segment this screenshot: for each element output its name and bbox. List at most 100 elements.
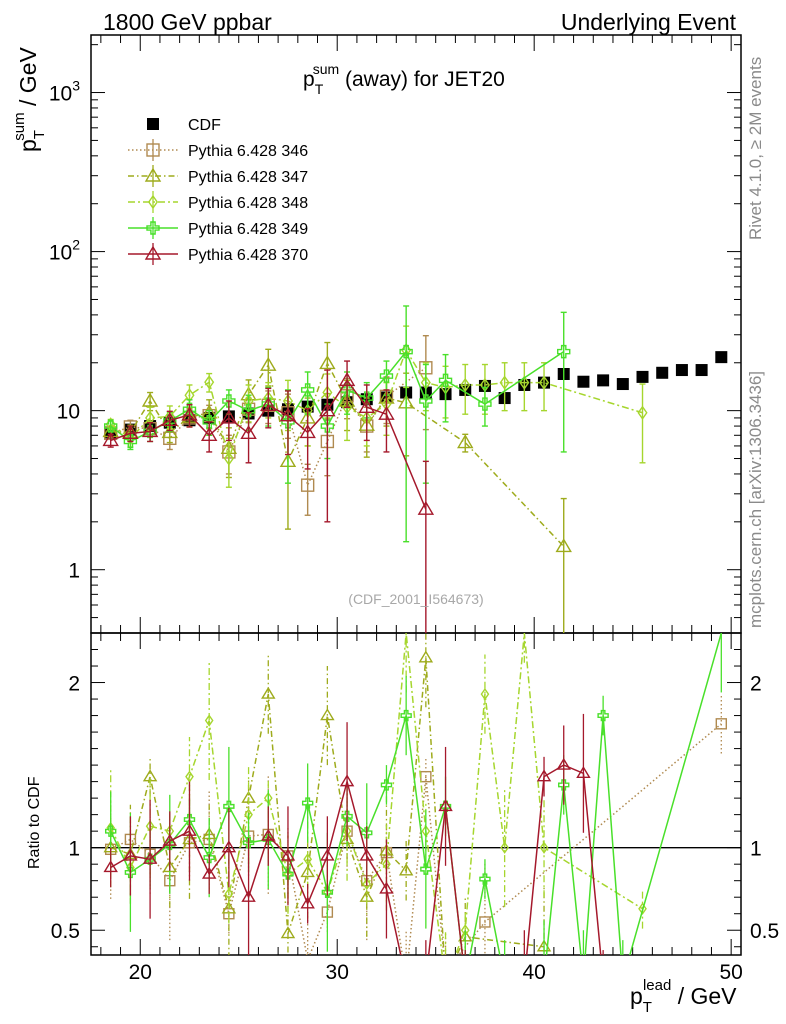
chart-title-sup: sum <box>313 61 339 77</box>
ratio-point-pythia-6-428-349 <box>597 709 609 722</box>
x-ticks: 20 30 40 50 <box>100 35 743 984</box>
chart-title-main: p <box>303 68 315 91</box>
data-point-pythia-6-428-349 <box>103 419 118 433</box>
data-point-pythia-6-428-348 <box>637 405 648 420</box>
y-axis-label-sup: sum <box>11 112 28 140</box>
data-point-pythia-6-428-347 <box>555 538 572 553</box>
series-line-pythia-6-428-347 <box>110 361 565 547</box>
legend-marker-pythia-6-428-348 <box>147 194 159 210</box>
y-tick-label-base: 10 <box>49 83 72 106</box>
ratio-line-pythia-6-428-346 <box>110 723 722 955</box>
data-point-pythia-6-428-349 <box>438 373 453 388</box>
ratio-tick-label: 2 <box>68 673 80 696</box>
ratio-point-pythia-6-428-370 <box>320 848 335 861</box>
ratio-point-pythia-6-428-349 <box>341 810 353 822</box>
data-point-cdf <box>675 364 688 377</box>
ratio-point-pythia-6-428-349 <box>282 868 294 880</box>
ratio-y-ticks: 0.5 0.5 1 1 2 2 <box>51 649 779 948</box>
legend-marker-pythia-6-428-347 <box>144 167 162 182</box>
data-point-pythia-6-428-349 <box>557 344 571 359</box>
data-point-cdf <box>597 374 610 387</box>
legend: CDF Pythia 6.428 346 Pythia 6.428 347 Pythi… <box>128 117 308 265</box>
series-line-pythia-6-428-348 <box>110 348 643 462</box>
legend-label-pythia-6-428-348: Pythia 6.428 348 <box>188 195 308 212</box>
ratio-point-pythia-6-428-348 <box>480 687 490 701</box>
data-point-pythia-6-428-348 <box>204 374 215 390</box>
ratio-tick-label-right: 1 <box>750 838 762 861</box>
ratio-point-pythia-6-428-349 <box>380 779 393 791</box>
ratio-point-pythia-6-428-370 <box>182 823 197 836</box>
ratio-y-axis-label: Ratio to CDF <box>26 776 43 869</box>
data-point-pythia-6-428-370 <box>319 402 336 417</box>
y-tick-label: 102 <box>49 237 80 265</box>
ratio-line-pythia-6-428-347 <box>110 657 545 955</box>
ratio-point-pythia-6-428-370 <box>339 774 355 787</box>
data-point-cdf <box>656 366 669 379</box>
data-point-pythia-6-428-349 <box>340 383 354 397</box>
ratio-point-pythia-6-428-370 <box>103 860 118 873</box>
data-point-cdf <box>577 375 590 388</box>
ratio-point-pythia-6-428-370 <box>536 769 552 782</box>
ratio-point-pythia-6-428-348 <box>204 714 214 727</box>
legend-label-cdf: CDF <box>188 117 221 134</box>
data-point-pythia-6-428-370 <box>378 405 395 420</box>
analysis-watermark: (CDF_2001_I564673) <box>348 591 483 607</box>
data-point-pythia-6-428-370 <box>200 426 218 441</box>
ratio-point-pythia-6-428-370 <box>241 889 256 902</box>
ratio-line-pythia-6-428-348 <box>110 633 643 955</box>
data-point-pythia-6-428-349 <box>478 397 492 411</box>
data-point-pythia-6-428-370 <box>260 396 277 412</box>
x-axis-label-rest: / GeV <box>671 983 737 1009</box>
data-point-pythia-6-428-370 <box>358 398 375 413</box>
series-line-pythia-6-428-370 <box>110 379 427 510</box>
x-axis-label: pTlead / GeV <box>630 977 737 1016</box>
ratio-point-pythia-6-428-349 <box>321 886 334 898</box>
ratio-point-pythia-6-428-370 <box>576 765 591 779</box>
ratio-point-pythia-6-428-370 <box>142 851 158 864</box>
x-tick-label: 30 <box>326 961 349 984</box>
y-tick-label: 1 <box>68 560 80 583</box>
ratio-point-pythia-6-428-347 <box>418 650 434 663</box>
legend-marker-pythia-6-428-349 <box>146 221 160 235</box>
data-point-pythia-6-428-370 <box>122 424 139 440</box>
ratio-point-pythia-6-428-370 <box>438 799 453 812</box>
rivet-label: Rivet 4.1.0, ≥ 2M events <box>746 57 765 240</box>
ratio-tick-label-right: 0.5 <box>750 920 779 943</box>
ratio-point-pythia-6-428-346 <box>715 718 728 730</box>
ratio-point-pythia-6-428-349 <box>479 873 491 885</box>
ratio-point-pythia-6-428-349 <box>361 827 373 839</box>
x-axis-label-main: p <box>630 983 643 1009</box>
data-point-pythia-6-428-349 <box>202 415 216 429</box>
y-axis-label-main: p <box>15 139 41 152</box>
legend-marker-cdf <box>147 118 159 130</box>
ratio-tick-label-right: 2 <box>750 673 762 696</box>
y-axis-label-sub: T <box>31 130 48 139</box>
ratio-point-pythia-6-428-349 <box>223 800 235 813</box>
data-point-pythia-6-428-348 <box>223 451 234 466</box>
y-tick-label-exp: 2 <box>72 237 80 253</box>
ratio-line-pythia-6-428-370 <box>110 764 602 955</box>
ratio-point-pythia-6-428-370 <box>300 896 315 909</box>
header-right: Underlying Event <box>561 9 737 35</box>
legend-label-pythia-6-428-347: Pythia 6.428 347 <box>188 169 308 186</box>
x-tick-label: 50 <box>719 961 742 984</box>
data-point-pythia-6-428-346 <box>300 478 315 492</box>
data-point-pythia-6-428-370 <box>181 406 198 421</box>
y-axis-label: pTsum / GeV <box>11 47 48 152</box>
data-point-pythia-6-428-348 <box>538 375 550 390</box>
data-point-pythia-6-428-370 <box>299 423 316 439</box>
y-tick-label-exp: 3 <box>72 78 80 94</box>
ratio-tick-label: 0.5 <box>51 920 80 943</box>
data-point-pythia-6-428-370 <box>102 432 119 447</box>
ratio-series-group <box>103 633 728 955</box>
x-tick-label: 20 <box>129 961 152 984</box>
ratio-point-pythia-6-428-370 <box>359 848 374 861</box>
legend-label-pythia-6-428-346: Pythia 6.428 346 <box>188 143 308 160</box>
ratio-point-pythia-6-428-370 <box>201 866 217 879</box>
y-tick-label: 103 <box>49 78 80 106</box>
chart-title-rest: (away) for JET20 <box>339 68 505 91</box>
ratio-point-pythia-6-428-349 <box>203 851 215 864</box>
ratio-point-pythia-6-428-347 <box>280 926 296 939</box>
data-point-pythia-6-428-370 <box>220 409 238 424</box>
